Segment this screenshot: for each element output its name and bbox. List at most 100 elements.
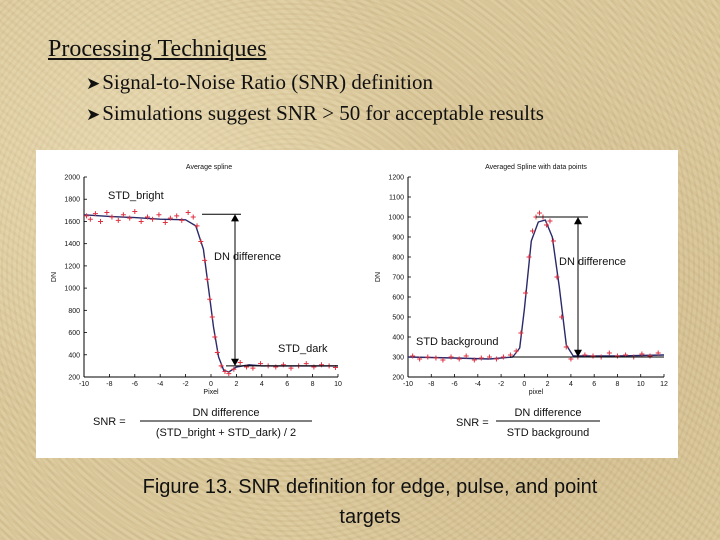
y-axis-label: DN: [375, 272, 382, 282]
snr-label: SNR =: [93, 416, 126, 428]
bullet-item: ➤Simulations suggest SNR > 50 for accept…: [86, 99, 544, 130]
data-point: [425, 354, 431, 360]
data-point: [162, 220, 168, 226]
dn-difference-label: DN difference: [559, 256, 626, 268]
data-point: [500, 354, 506, 360]
figure-svg: Average spline 200 400 600 800 1000 1200 1400 16…: [51, 164, 668, 439]
x-tick-label: 4: [260, 381, 264, 388]
data-point: [209, 314, 215, 320]
caption-line-1: Figure 13. SNR definition for edge, puls…: [142, 476, 598, 498]
arrow-down-icon: [574, 349, 582, 357]
data-point: [138, 218, 144, 224]
y-tick-label: 200: [392, 375, 404, 382]
data-point: [639, 351, 645, 357]
x-tick-label: -10: [403, 381, 413, 388]
data-point: [92, 211, 98, 217]
figure-panel: Average spline 200 400 600 800 1000 1200 1400 16…: [36, 150, 678, 458]
x-tick-label: 2: [234, 381, 238, 388]
data-point: [303, 361, 309, 367]
data-point: [440, 357, 446, 363]
y-tick-label: 1000: [388, 215, 404, 222]
arrow-bullet-icon: ➤: [86, 105, 101, 125]
std-background-label: STD background: [416, 336, 499, 348]
data-point: [244, 364, 250, 370]
data-point: [493, 356, 499, 362]
data-point: [456, 356, 462, 362]
data-point: [288, 365, 294, 371]
data-point: [536, 210, 542, 216]
bullet-text: Signal-to-Noise Ratio (SNR) definition: [102, 70, 433, 94]
std-bright-label: STD_bright: [108, 190, 164, 202]
data-point: [167, 215, 173, 221]
data-point: [156, 212, 162, 218]
data-point: [237, 360, 243, 366]
x-tick-label: -4: [475, 381, 481, 388]
data-point: [518, 330, 524, 336]
x-axis-label: Pixel: [203, 389, 219, 396]
data-point: [486, 354, 492, 360]
chart-title: Average spline: [186, 164, 232, 171]
y-tick-label: 1400: [64, 241, 80, 248]
x-tick-label: 4: [569, 381, 573, 388]
x-tick-label: 2: [546, 381, 550, 388]
snr-denominator: STD background: [507, 427, 590, 439]
y-tick-label: 1800: [64, 197, 80, 204]
snr-numerator: DN difference: [514, 407, 581, 419]
snr-numerator: DN difference: [192, 407, 259, 419]
y-tick-label: 600: [392, 295, 404, 302]
data-point: [311, 364, 317, 370]
y-tick-label: 700: [392, 275, 404, 282]
y-tick-label: 1200: [388, 175, 404, 182]
y-tick-label: 800: [68, 308, 80, 315]
std-dark-label: STD_dark: [278, 343, 328, 355]
data-point: [614, 353, 620, 359]
data-point: [318, 362, 324, 368]
x-tick-label: -8: [106, 381, 112, 388]
data-point: [145, 214, 150, 220]
x-tick-label: -6: [132, 381, 138, 388]
data-point: [127, 215, 133, 221]
y-tick-label: 1200: [64, 263, 80, 270]
arrow-down-icon: [231, 358, 239, 366]
data-point: [563, 344, 569, 350]
snr-denominator: (STD_bright + STD_dark) / 2: [156, 427, 296, 439]
y-axis-label: DN: [51, 272, 58, 282]
chart-title: Averaged Spline with data points: [485, 164, 587, 171]
data-point: [87, 216, 93, 222]
data-point: [218, 363, 224, 369]
data-point: [222, 368, 228, 374]
data-point: [214, 350, 220, 356]
data-point: [530, 228, 536, 234]
data-point: [647, 353, 653, 359]
figure-caption: Figure 13. SNR definition for edge, puls…: [60, 472, 680, 532]
bullet-text: Simulations suggest SNR > 50 for accepta…: [102, 101, 544, 125]
data-point: [212, 334, 218, 340]
y-tick-label: 1600: [64, 219, 80, 226]
data-point: [513, 348, 519, 354]
data-point: [194, 223, 200, 229]
data-point: [523, 290, 529, 296]
y-tick-label: 600: [68, 330, 80, 337]
data-point: [547, 218, 553, 224]
data-point: [84, 213, 90, 219]
data-point: [132, 208, 138, 214]
data-point: [207, 296, 213, 302]
x-tick-label: 10: [334, 381, 342, 388]
data-point: [98, 218, 104, 224]
data-point: [526, 254, 532, 260]
x-axis-label: pixel: [529, 389, 544, 396]
y-tick-label: 900: [392, 235, 404, 242]
data-point: [190, 214, 196, 220]
dn-difference-label: DN difference: [214, 251, 281, 263]
data-point: [104, 210, 110, 216]
data-point: [231, 366, 237, 372]
y-tick-label: 400: [68, 352, 80, 359]
y-tick-label: 500: [392, 315, 404, 322]
x-tick-label: 12: [660, 381, 668, 388]
y-tick-label: 800: [392, 255, 404, 262]
data-point: [448, 354, 454, 360]
data-point: [606, 350, 612, 356]
data-point: [185, 210, 191, 216]
arrow-up-icon: [574, 217, 582, 225]
data-point: [554, 274, 560, 280]
